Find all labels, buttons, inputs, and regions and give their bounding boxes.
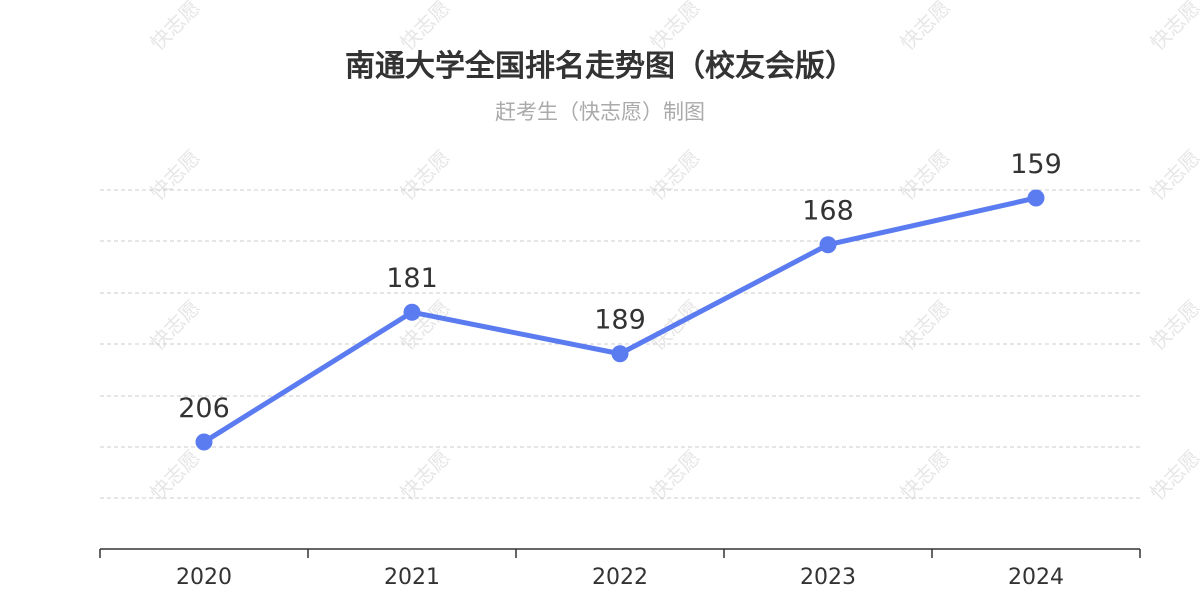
data-point [819,236,837,254]
data-label: 181 [386,263,438,294]
watermark-text: 快志愿 [395,0,454,55]
watermark-text: 快志愿 [1145,145,1200,204]
data-label: 189 [594,305,646,336]
watermark-text: 快志愿 [145,0,204,55]
watermark-text: 快志愿 [895,145,954,204]
watermark-text: 快志愿 [1145,445,1200,504]
x-axis: 2020 2021 2022 2023 2024 [99,548,1141,590]
data-point [1027,189,1045,207]
x-tick-label: 2022 [592,565,648,590]
data-label: 168 [802,196,854,227]
watermark-text: 快志愿 [395,145,454,204]
watermark-text: 快志愿 [145,295,204,354]
watermark-text: 快志愿 [645,445,704,504]
watermark-text: 快志愿 [645,0,704,55]
watermark-text: 快志愿 [645,145,704,204]
watermark-text: 快志愿 [895,0,954,55]
watermark-text: 快志愿 [895,445,954,504]
watermark-text: 快志愿 [145,445,204,504]
gridlines [100,189,1140,499]
series-line: 206 181 189 168 159 [178,149,1062,451]
x-tick-label: 2023 [800,565,856,590]
chart-subtitle: 赶考生（快志愿）制图 [495,100,705,124]
watermark-text: 快志愿 [395,445,454,504]
data-label: 206 [178,393,230,424]
watermark-text: 快志愿 [1145,0,1200,55]
x-tick-label: 2024 [1008,565,1064,590]
x-tick-label: 2020 [176,565,232,590]
x-tick-label: 2021 [384,565,440,590]
chart-title: 南通大学全国排名走势图（校友会版） [345,49,855,84]
watermark-text: 快志愿 [895,295,954,354]
watermark-text: 快志愿 [1145,295,1200,354]
data-point [195,433,213,451]
watermark-text: 快志愿 [395,295,454,354]
watermark-text: 快志愿 [145,145,204,204]
data-point [611,345,629,363]
data-point [403,303,421,321]
data-label: 159 [1010,149,1062,180]
